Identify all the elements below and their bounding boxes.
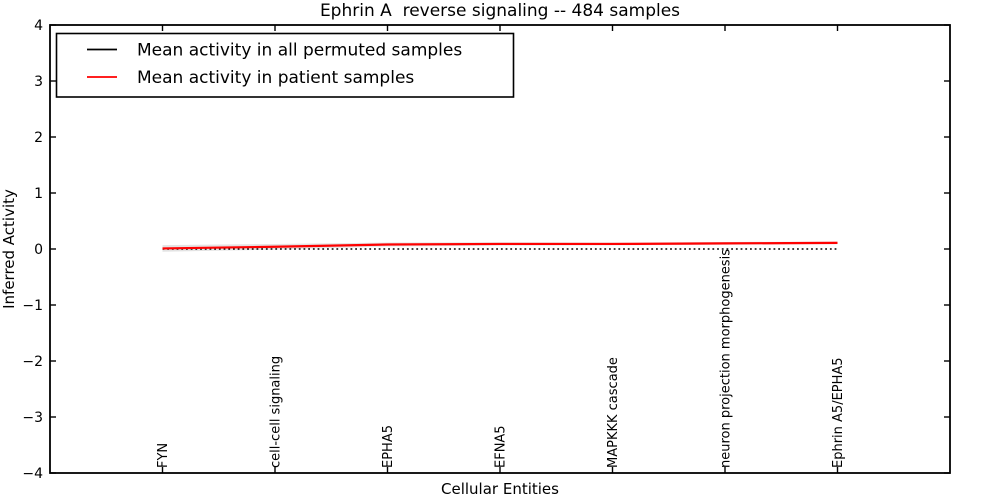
y-tick-label: −3 — [22, 410, 43, 426]
legend: Mean activity in all permuted samples Me… — [55, 32, 515, 98]
legend-label-patient: Mean activity in patient samples — [137, 68, 414, 88]
x-tick-label: Ephrin A5/EPHA5 — [831, 357, 846, 468]
x-tick-label: cell-cell signaling — [269, 356, 284, 468]
x-tick-label: EPHA5 — [381, 425, 396, 468]
y-axis-label: Inferred Activity — [0, 189, 18, 309]
x-axis-label: Cellular Entities — [441, 480, 559, 498]
series-line-1 — [162, 241, 838, 250]
y-tick-label: 3 — [34, 74, 43, 90]
x-tick-label: MAPKKK cascade — [606, 357, 621, 468]
x-tick-label: neuron projection morphogenesis — [719, 249, 734, 468]
y-tick-label: −4 — [22, 466, 43, 482]
y-tick-label: 2 — [34, 130, 43, 146]
legend-box — [55, 32, 515, 98]
y-tick-label: 4 — [34, 18, 43, 34]
chart-title: Ephrin A reverse signaling -- 484 sample… — [319, 1, 681, 21]
legend-label-permuted: Mean activity in all permuted samples — [137, 41, 462, 61]
x-tick-label: EFNA5 — [494, 425, 509, 468]
plot-area: −4 −3 −2 −1 0 1 2 3 4 FYN cell-cell signaling EPHA5… — [22, 18, 951, 482]
y-tick-label: 1 — [34, 186, 43, 202]
y-tick-label: −2 — [22, 354, 43, 370]
y-tick-label: −1 — [22, 298, 43, 314]
y-tick-label: 0 — [34, 242, 43, 258]
x-tick-label: FYN — [156, 443, 171, 468]
